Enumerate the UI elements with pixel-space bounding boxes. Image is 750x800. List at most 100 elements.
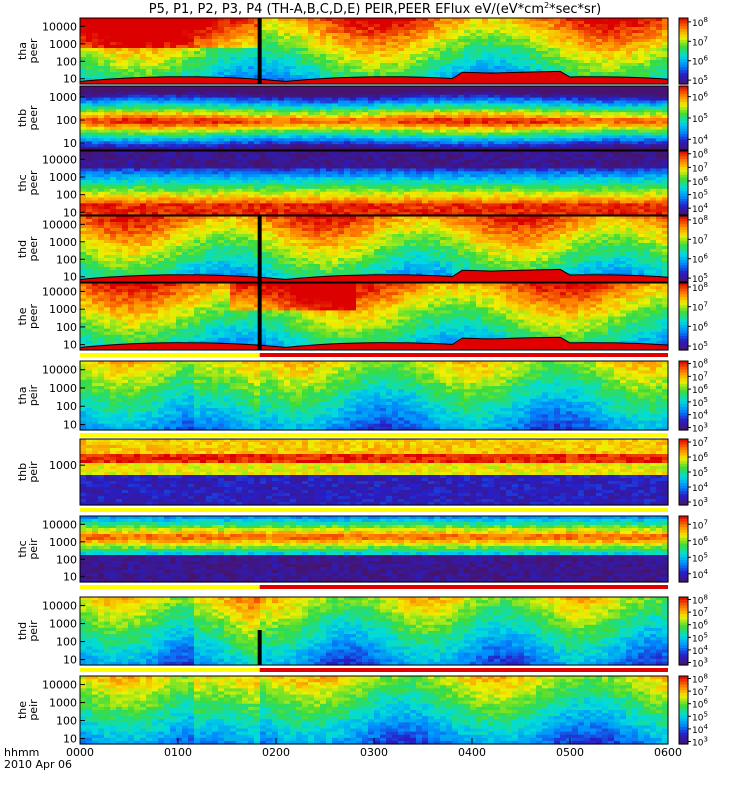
colorbar-tick-label: 106	[692, 253, 708, 266]
y-tick-label: 100	[56, 253, 77, 266]
colorbar-tick-label: 105	[692, 551, 708, 564]
panel-stack: 10000100010010thapeer1081071061051000100…	[16, 16, 708, 749]
colorbar-tick-label: 107	[692, 370, 708, 383]
colorbar-tick-label: 108	[692, 594, 708, 607]
colorbar-tick-label: 108	[692, 148, 708, 161]
x-tick-label: 0500	[556, 746, 584, 759]
spectrogram-thb-peer	[80, 86, 669, 151]
spectrogram-the-peer	[80, 283, 669, 351]
y-tick-label: 10	[63, 654, 77, 667]
x-tick-label: 0200	[262, 746, 290, 759]
mode-bar	[80, 668, 668, 672]
mode-bar-segment	[260, 668, 668, 672]
x-tick-label: 0100	[164, 746, 192, 759]
colorbar-tick-label: 105	[692, 112, 708, 125]
y-tick-label: 100	[56, 55, 77, 68]
y-tick-label: 1000	[49, 459, 77, 472]
y-tick-label: 10	[63, 419, 77, 432]
colorbar-tick-label: 106	[692, 91, 708, 104]
y-tick-label: 10000	[42, 679, 77, 692]
y-tick-label: 1000	[49, 236, 77, 249]
y-tick-label: 1000	[49, 382, 77, 395]
y-tick-label: 10000	[42, 600, 77, 613]
colorbar-tick-label: 104	[692, 723, 708, 736]
mode-bar-segment	[80, 433, 668, 437]
y-axis-label: peir	[27, 384, 40, 406]
colorbar-tick-label: 108	[692, 16, 708, 29]
y-axis-label: peer	[27, 304, 40, 330]
colorbar-tick-label: 104	[692, 409, 708, 422]
colorbar-tick-label: 108	[692, 214, 708, 227]
y-tick-label: 1000	[49, 536, 77, 549]
mode-bar-segment	[80, 508, 668, 512]
spectrogram-thd-peer	[80, 216, 669, 283]
spectrogram-tha-peer	[80, 18, 669, 85]
colorbar-tick-label: 105	[692, 74, 708, 87]
data-gap-thd-peer	[258, 216, 262, 282]
colorbar-tick-label: 105	[692, 631, 708, 644]
y-tick-label: 1000	[49, 171, 77, 184]
y-tick-label: 100	[56, 400, 77, 413]
colorbar-tick-label: 103	[692, 421, 708, 434]
colorbar-tick-label: 107	[692, 233, 708, 246]
colorbar-tick-label: 104	[692, 133, 708, 146]
y-axis-label: peir	[27, 620, 40, 642]
mode-bar-segment	[260, 353, 668, 357]
colorbar-tick-label: 107	[692, 161, 708, 174]
spectrogram-thc-peir	[80, 516, 669, 583]
spectrogram-tha-peir	[80, 361, 669, 431]
y-axis-label: peer	[27, 236, 40, 262]
x-tick-label: 0300	[360, 746, 388, 759]
y-tick-label: 1000	[49, 618, 77, 631]
y-tick-label: 10	[63, 206, 77, 219]
y-tick-label: 10	[63, 339, 77, 352]
y-tick-label: 10	[63, 137, 77, 150]
colorbar-thb-peer: 106 105 104	[679, 86, 708, 151]
y-tick-label: 10000	[42, 20, 77, 33]
mode-bar	[80, 585, 668, 589]
y-axis-label: peir	[27, 461, 40, 483]
y-tick-label: 10	[63, 571, 77, 584]
y-axis-label: peir	[27, 699, 40, 721]
colorbar-tick-label: 103	[692, 656, 708, 669]
mode-bar-segment	[80, 668, 260, 672]
colorbar-tick-label: 106	[692, 383, 708, 396]
mode-bar	[80, 433, 668, 437]
figure-title: P5, P1, P2, P3, P4 (TH-A,B,C,D,E) PEIR,P…	[149, 1, 601, 17]
data-gap-thd-peir	[258, 630, 262, 665]
y-tick-label: 10000	[42, 218, 77, 231]
colorbar-tick-label: 105	[692, 189, 708, 202]
date-label: 2010 Apr 06	[4, 758, 72, 771]
y-tick-label: 100	[56, 553, 77, 566]
y-tick-label: 1000	[49, 38, 77, 51]
y-tick-label: 100	[56, 636, 77, 649]
y-tick-label: 100	[56, 321, 77, 334]
y-tick-label: 10	[63, 271, 77, 284]
colorbar-tick-label: 103	[692, 496, 708, 509]
colorbar-tick-label: 106	[692, 175, 708, 188]
mode-bar-segment	[80, 585, 260, 589]
data-gap-the-peer	[258, 283, 262, 350]
colorbar-tick-label: 108	[692, 673, 708, 686]
colorbar-tick-label: 107	[692, 301, 708, 314]
y-tick-label: 100	[56, 715, 77, 728]
colorbar-tick-label: 106	[692, 619, 708, 632]
colorbar-tick-label: 105	[692, 396, 708, 409]
y-tick-label: 10000	[42, 285, 77, 298]
y-axis-label: peer	[27, 105, 40, 131]
colorbar-tick-label: 104	[692, 644, 708, 657]
x-tick-label: 0600	[654, 746, 682, 759]
